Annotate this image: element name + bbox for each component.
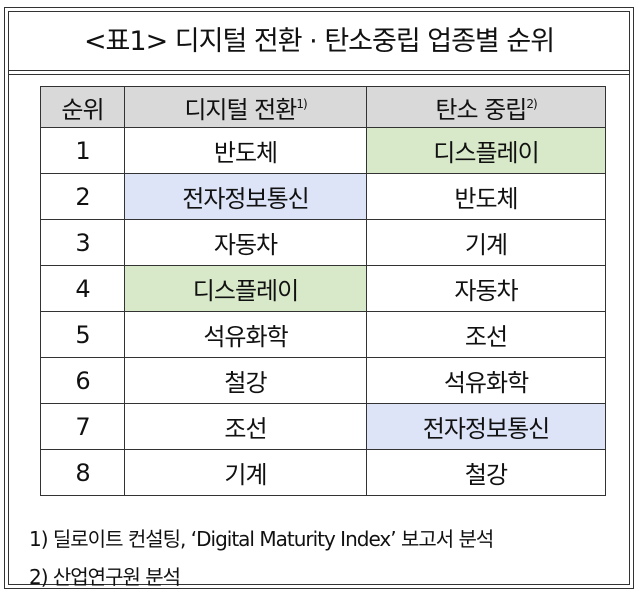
rank-cell: 1 (40, 127, 125, 174)
carbon-cell: 디스플레이 (366, 127, 606, 174)
page-title: <표1> 디지털 전환 · 탄소중립 업종별 순위 (83, 26, 555, 57)
carbon-cell: 기계 (366, 219, 606, 266)
rank-cell: 3 (40, 219, 125, 266)
rank-cell: 8 (40, 449, 125, 496)
digital-cell: 기계 (124, 449, 367, 496)
footnote-marker: 1) (296, 96, 307, 111)
carbon-cell: 반도체 (366, 173, 606, 220)
rank-cell: 6 (40, 357, 125, 404)
table-row: 8 기계 철강 (40, 449, 606, 496)
table-row: 2 전자정보통신 반도체 (40, 173, 606, 220)
header-digital: 디지털 전환1) (124, 86, 367, 128)
table-row: 3 자동차 기계 (40, 219, 606, 266)
carbon-cell: 철강 (366, 449, 606, 496)
header-label: 순위 (61, 95, 104, 124)
ranking-table: 순위 디지털 전환1) 탄소 중립2) 1 반도체 디스플레이 2 전자정보통신 반도체 3… (40, 86, 606, 496)
table-row: 1 반도체 디스플레이 (40, 127, 606, 174)
header-carbon: 탄소 중립2) (366, 86, 606, 128)
digital-cell: 철강 (124, 357, 367, 404)
title-divider (9, 70, 629, 71)
table-row: 7 조선 전자정보통신 (40, 403, 606, 450)
header-rank: 순위 (40, 86, 125, 128)
carbon-cell: 전자정보통신 (366, 403, 606, 450)
carbon-cell: 조선 (366, 311, 606, 358)
digital-cell: 자동차 (124, 219, 367, 266)
rank-cell: 7 (40, 403, 125, 450)
digital-cell: 석유화학 (124, 311, 367, 358)
table-row: 5 석유화학 조선 (40, 311, 606, 358)
digital-cell: 전자정보통신 (124, 173, 367, 220)
footnote-1: 1) 딜로이트 컨설팅, ‘Digital Maturity Index’ 보고… (29, 527, 494, 551)
carbon-cell: 석유화학 (366, 357, 606, 404)
table-row: 6 철강 석유화학 (40, 357, 606, 404)
rank-cell: 5 (40, 311, 125, 358)
footnotes: 1) 딜로이트 컨설팅, ‘Digital Maturity Index’ 보고… (29, 520, 494, 596)
carbon-cell: 자동차 (366, 265, 606, 312)
table-frame-inner: <표1> 디지털 전환 · 탄소중립 업종별 순위 순위 디지털 전환1) 탄소… (8, 11, 630, 589)
footnote-marker: 2) (526, 96, 537, 111)
title-divider (9, 74, 629, 75)
footnote-2: 2) 산업연구원 분석 (29, 565, 181, 589)
digital-cell: 반도체 (124, 127, 367, 174)
table-row: 4 디스플레이 자동차 (40, 265, 606, 312)
header-label: 디지털 전환 (184, 95, 297, 124)
digital-cell: 조선 (124, 403, 367, 450)
digital-cell: 디스플레이 (124, 265, 367, 312)
rank-cell: 4 (40, 265, 125, 312)
rank-cell: 2 (40, 173, 125, 220)
table-header-row: 순위 디지털 전환1) 탄소 중립2) (40, 86, 606, 128)
table-frame: <표1> 디지털 전환 · 탄소중립 업종별 순위 순위 디지털 전환1) 탄소… (4, 7, 634, 589)
header-label: 탄소 중립 (435, 95, 527, 124)
